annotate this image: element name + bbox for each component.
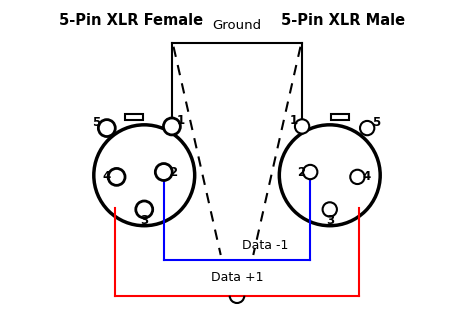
Text: 3: 3 — [140, 214, 148, 227]
Circle shape — [350, 170, 365, 184]
Circle shape — [99, 119, 115, 136]
Text: 5-Pin XLR Male: 5-Pin XLR Male — [281, 13, 405, 27]
Circle shape — [360, 121, 374, 135]
Circle shape — [303, 165, 318, 179]
Text: 4: 4 — [102, 170, 110, 183]
Text: 1: 1 — [290, 114, 298, 127]
Text: Data +1: Data +1 — [211, 271, 263, 284]
FancyBboxPatch shape — [331, 114, 349, 120]
Text: 3: 3 — [326, 214, 334, 227]
Circle shape — [164, 118, 181, 135]
Text: 1: 1 — [177, 114, 185, 127]
Text: 2: 2 — [297, 166, 305, 178]
Circle shape — [155, 164, 172, 180]
Circle shape — [136, 201, 153, 218]
Text: 5: 5 — [92, 116, 100, 129]
Text: Data -1: Data -1 — [242, 239, 288, 252]
Text: 2: 2 — [169, 166, 177, 178]
Text: 5: 5 — [372, 116, 381, 129]
Text: 5-Pin XLR Female: 5-Pin XLR Female — [59, 13, 203, 27]
Circle shape — [94, 125, 195, 226]
Circle shape — [279, 125, 380, 226]
Circle shape — [323, 202, 337, 216]
Text: 4: 4 — [363, 170, 371, 183]
Circle shape — [295, 119, 309, 134]
Text: Ground: Ground — [212, 19, 262, 32]
Circle shape — [108, 168, 125, 185]
FancyBboxPatch shape — [125, 114, 143, 120]
